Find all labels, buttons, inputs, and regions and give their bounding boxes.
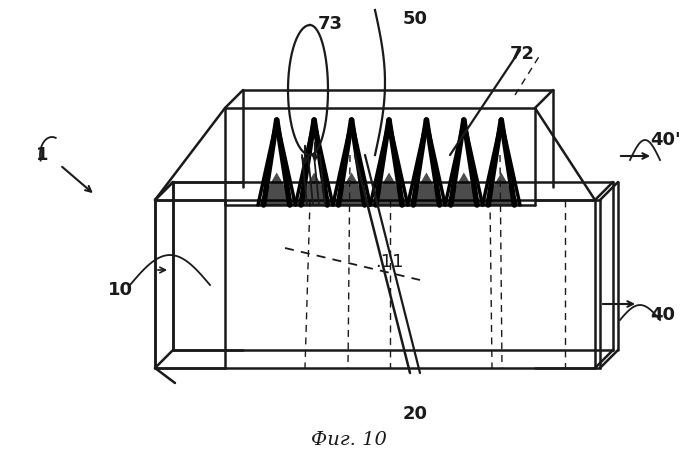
Text: 20: 20 [403,405,427,423]
Text: 73: 73 [318,15,343,33]
Text: 50: 50 [403,10,427,28]
Text: 1: 1 [36,146,48,164]
Text: 10: 10 [107,281,133,299]
Text: 72: 72 [510,45,535,63]
Text: 40: 40 [650,306,675,324]
Text: 40': 40' [650,131,681,149]
Text: Фиг. 10: Фиг. 10 [311,431,387,449]
Polygon shape [258,172,520,205]
Text: .11: .11 [375,253,403,271]
